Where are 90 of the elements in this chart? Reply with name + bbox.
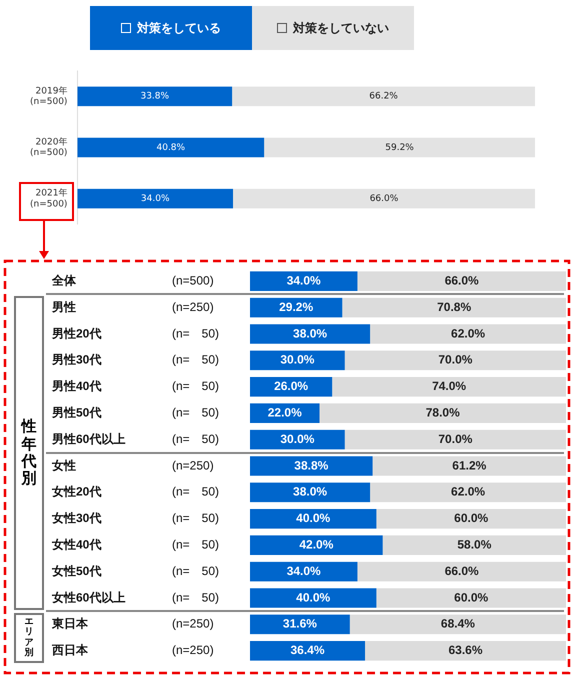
- data-label: 58.0%: [457, 538, 492, 552]
- bar: [250, 614, 350, 634]
- bar: [370, 482, 566, 502]
- data-label: 34.0%: [286, 274, 322, 288]
- bar: [344, 430, 566, 450]
- data-label: 68.4%: [440, 616, 476, 631]
- data-label: 38.8%: [294, 458, 329, 472]
- data-label: 59.2%: [385, 142, 414, 153]
- data-label: 61.2%: [452, 458, 487, 472]
- bar: [320, 403, 566, 423]
- bar: [365, 641, 566, 661]
- data-label: 60.0%: [454, 590, 489, 604]
- category-label: 西日本 (n=250): [52, 643, 214, 658]
- data-label: 66.0%: [444, 274, 480, 288]
- data-label: 62.0%: [451, 484, 486, 499]
- data-label: 66.2%: [369, 92, 398, 102]
- category-label: 男性 (n=250): [52, 300, 214, 314]
- category-label: 男性60代以上 (n= 50): [52, 432, 220, 446]
- bar: [250, 456, 373, 476]
- bar: [250, 535, 383, 555]
- category-label: 男性30代 (n= 50): [52, 352, 220, 367]
- category-label: 女性40代 (n= 50): [52, 538, 220, 552]
- bar: [344, 350, 566, 370]
- data-label: 70.0%: [438, 432, 473, 446]
- bar: [264, 138, 535, 158]
- bar: [357, 271, 566, 291]
- data-label: 60.0%: [454, 511, 489, 526]
- bar: [250, 588, 376, 608]
- bar: [77, 138, 264, 158]
- data-label: 40.0%: [296, 590, 331, 604]
- data-label: 33.8%: [140, 92, 170, 102]
- bar: [372, 456, 566, 476]
- bar: [332, 377, 566, 397]
- category-label: 男性50代 (n= 50): [52, 406, 220, 420]
- bar: [250, 350, 345, 370]
- bar: [77, 188, 234, 208]
- bar: [233, 188, 535, 208]
- data-label: 74.0%: [432, 379, 466, 394]
- data-label: 40.0%: [296, 511, 331, 526]
- category-label: 男性20代 (n= 50): [52, 326, 220, 340]
- bar: [250, 324, 370, 344]
- data-label: 30.0%: [280, 352, 315, 367]
- bar: [250, 641, 366, 661]
- bar: [376, 509, 566, 529]
- category-label: 女性60代以上 (n= 50): [52, 590, 220, 604]
- data-label: 30.0%: [280, 432, 315, 446]
- data-label: 38.0%: [293, 326, 328, 340]
- data-label: 62.0%: [451, 326, 486, 340]
- data-label: 26.0%: [274, 379, 308, 394]
- bar: [77, 86, 232, 106]
- bar: [250, 430, 345, 450]
- data-label: 66.0%: [444, 564, 480, 578]
- category-label: 女性30代 (n= 50): [52, 511, 220, 526]
- data-label: 34.0%: [140, 194, 170, 204]
- bar: [376, 588, 566, 608]
- data-label: 70.8%: [437, 300, 472, 314]
- data-label: 34.0%: [286, 564, 322, 578]
- data-label: 22.0%: [268, 406, 302, 420]
- bar: [250, 509, 376, 529]
- bar: [350, 614, 566, 634]
- category-label: 東日本 (n=250): [52, 616, 214, 631]
- data-label: 36.4%: [290, 643, 325, 658]
- legend-label: 対策をしている: [137, 20, 221, 36]
- data-label: 70.0%: [438, 352, 473, 367]
- bar: [250, 562, 358, 582]
- data-label: 78.0%: [426, 406, 460, 420]
- bar: [250, 482, 370, 502]
- bar: [370, 324, 566, 344]
- data-label: 40.8%: [156, 142, 186, 153]
- data-label: 31.6%: [282, 616, 318, 631]
- bar: [382, 535, 566, 555]
- data-label: 42.0%: [299, 538, 334, 552]
- bar: [232, 86, 535, 106]
- legend-label: 対策をしていない: [293, 20, 389, 36]
- bar: [357, 562, 566, 582]
- data-label: 29.2%: [279, 300, 314, 314]
- data-label: 63.6%: [448, 643, 483, 658]
- y-tick-label: 2020年 (n=500): [30, 136, 68, 158]
- data-label: 38.0%: [293, 484, 328, 499]
- y-tick-label: 2021年 (n=500): [30, 188, 68, 210]
- bar: [250, 271, 358, 291]
- category-label: 全体 (n=500): [52, 274, 214, 288]
- data-label: 66.0%: [370, 194, 399, 204]
- bar: [250, 298, 342, 318]
- y-tick-label: 2019年 (n=500): [30, 85, 68, 108]
- bar: [342, 298, 566, 318]
- category-label: 女性 (n=250): [52, 458, 214, 472]
- category-label: 女性50代 (n= 50): [52, 564, 220, 578]
- category-label: 女性20代 (n= 50): [52, 484, 220, 499]
- category-label: 男性40代 (n= 50): [52, 379, 220, 394]
